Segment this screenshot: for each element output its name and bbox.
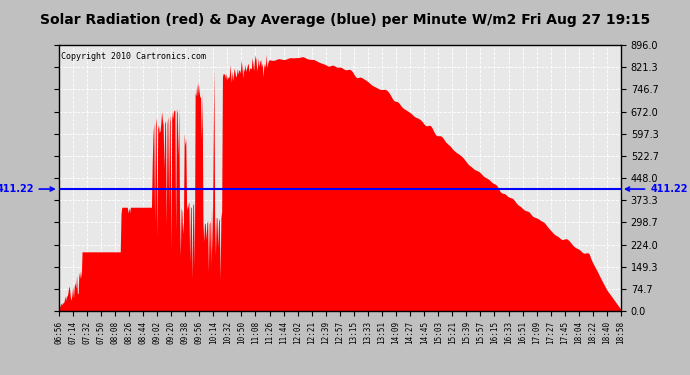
Text: Copyright 2010 Cartronics.com: Copyright 2010 Cartronics.com [61,52,206,61]
Text: 411.22: 411.22 [626,184,688,194]
Text: Solar Radiation (red) & Day Average (blue) per Minute W/m2 Fri Aug 27 19:15: Solar Radiation (red) & Day Average (blu… [40,13,650,27]
Text: 411.22: 411.22 [0,184,54,194]
